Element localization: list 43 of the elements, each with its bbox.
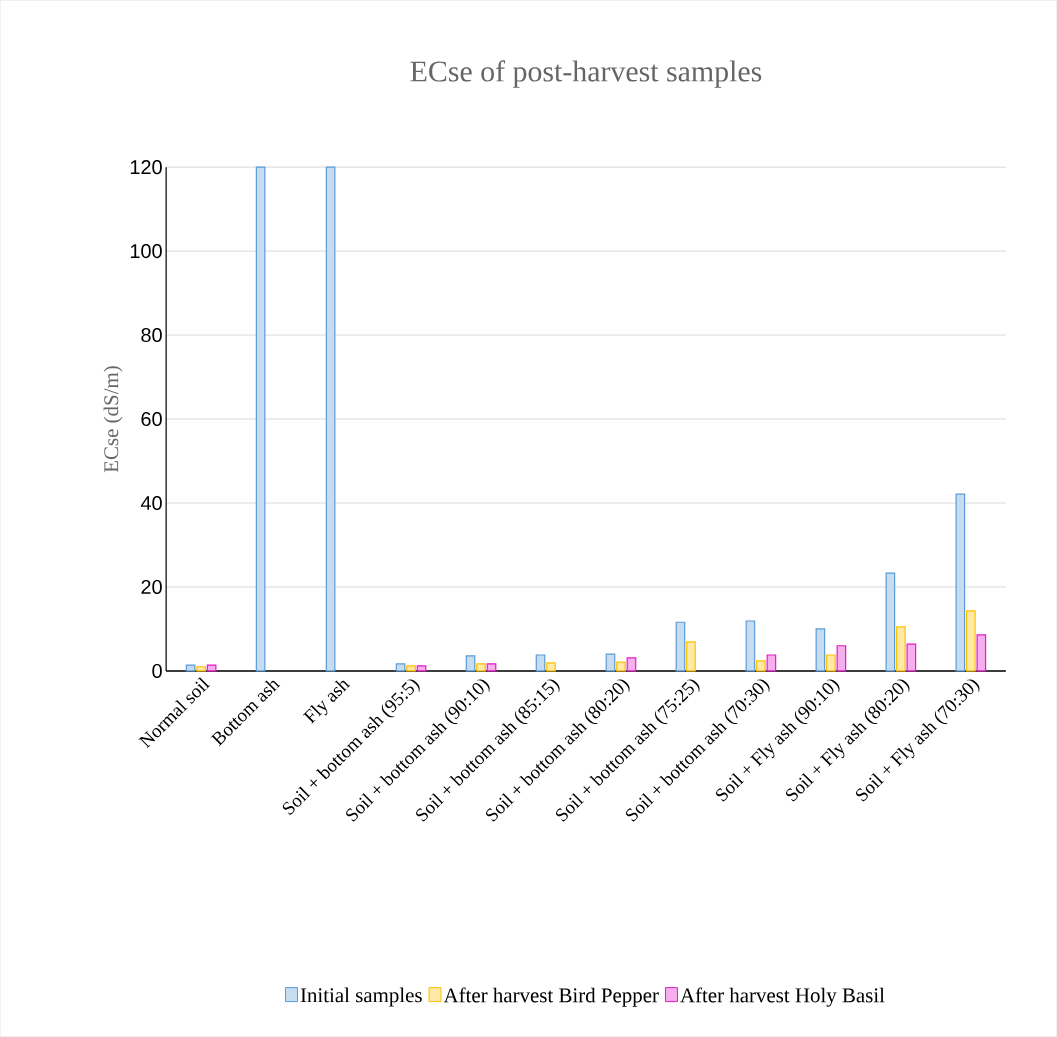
- bar: [826, 654, 836, 672]
- y-tick-label: 60: [141, 411, 162, 427]
- x-tick-label: Fly ash: [302, 680, 351, 724]
- y-tick-label: 120: [130, 160, 162, 175]
- y-tick-label: 40: [140, 495, 162, 511]
- bar: [756, 660, 766, 672]
- bar: [185, 664, 196, 672]
- bar: [745, 620, 756, 672]
- y-tick-label: 20: [141, 579, 162, 595]
- bar: [255, 166, 266, 672]
- chart-title: ECse of post-harvest samples: [410, 60, 762, 88]
- bar: [766, 654, 777, 672]
- bar: [605, 653, 616, 672]
- y-axis-title: ECse (dS/m): [103, 366, 123, 473]
- bar: [476, 663, 486, 672]
- bar: [686, 641, 696, 672]
- y-tick-label: 0: [152, 663, 162, 678]
- bar: [965, 610, 976, 672]
- bar: [406, 665, 416, 672]
- bar: [465, 655, 476, 672]
- y-tick-label: 80: [141, 328, 162, 343]
- bar: [196, 666, 206, 672]
- bar: [486, 663, 497, 672]
- bar: [815, 628, 826, 672]
- bar: [395, 663, 406, 672]
- bar: [616, 661, 626, 672]
- bar: [906, 643, 917, 672]
- legend-label: After harvest Holy Basil: [680, 987, 885, 1007]
- bar: [836, 645, 847, 672]
- bar: [546, 662, 556, 672]
- bar: [885, 572, 896, 672]
- bar: [976, 634, 987, 672]
- bar: [206, 664, 217, 672]
- bar: [955, 493, 966, 672]
- legend-label: After harvest Bird Pepper: [443, 987, 659, 1007]
- bar: [626, 657, 637, 672]
- bar: [896, 626, 906, 672]
- bar: [325, 166, 336, 672]
- bar: [675, 621, 686, 672]
- bar: [535, 654, 546, 672]
- legend-label: Initial samples: [300, 987, 422, 1007]
- bar: [416, 665, 427, 672]
- y-tick-label: 100: [130, 244, 162, 259]
